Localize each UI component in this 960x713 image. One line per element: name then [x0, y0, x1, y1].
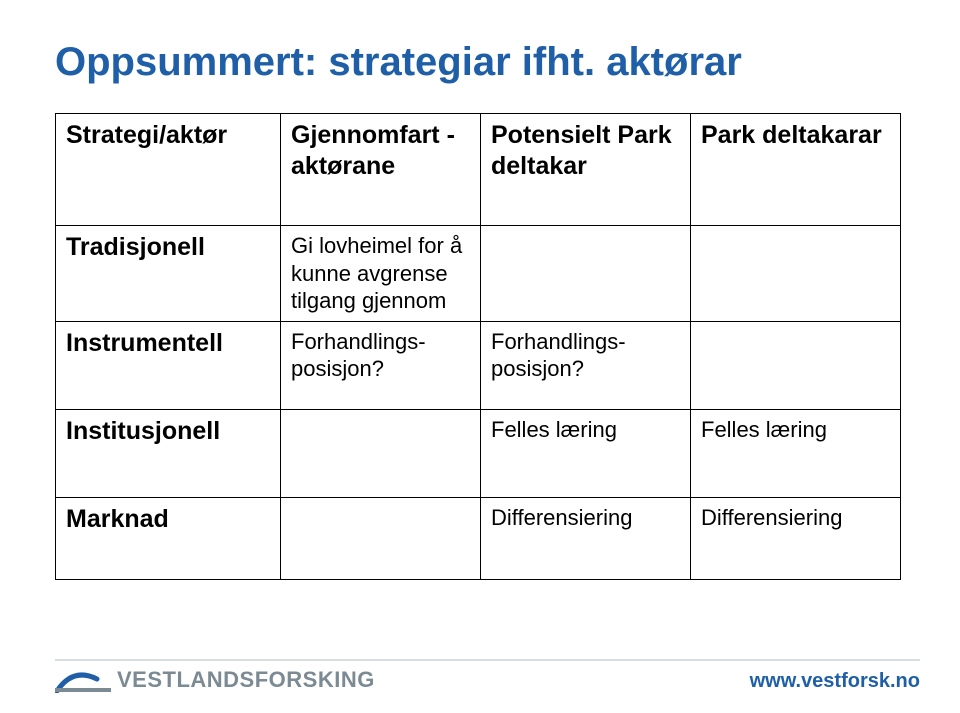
- table-header-row: Strategi/aktør Gjennomfart - aktørane Po…: [56, 114, 901, 226]
- logo: VESTLANDSFORSKING: [55, 667, 375, 693]
- cell: [281, 409, 481, 497]
- table-row: Instrumentell Forhandlings-posisjon? For…: [56, 321, 901, 409]
- table-row: Tradisjonell Gi lovheimel for å kunne av…: [56, 226, 901, 322]
- cell: [691, 226, 901, 322]
- table-row: Marknad Differensiering Differensiering: [56, 497, 901, 579]
- cell: Differensiering: [691, 497, 901, 579]
- col-header-0: Strategi/aktør: [56, 114, 281, 226]
- cell: Felles læring: [691, 409, 901, 497]
- col-header-1: Gjennomfart - aktørane: [281, 114, 481, 226]
- strategy-table: Strategi/aktør Gjennomfart - aktørane Po…: [55, 113, 901, 580]
- row-label: Instrumentell: [56, 321, 281, 409]
- footer-url: www.vestforsk.no: [750, 670, 920, 693]
- cell: [481, 226, 691, 322]
- row-label: Marknad: [56, 497, 281, 579]
- cell: Gi lovheimel for å kunne avgrense tilgan…: [281, 226, 481, 322]
- col-header-2: Potensielt Park deltakar: [481, 114, 691, 226]
- page-title: Oppsummert: strategiar ifht. aktørar: [55, 40, 905, 85]
- col-header-3: Park deltakarar: [691, 114, 901, 226]
- table-row: Institusjonell Felles læring Felles læri…: [56, 409, 901, 497]
- logo-icon: [55, 671, 111, 693]
- cell: [691, 321, 901, 409]
- row-label: Tradisjonell: [56, 226, 281, 322]
- logo-text: VESTLANDSFORSKING: [117, 667, 375, 693]
- cell: Forhandlings-posisjon?: [481, 321, 691, 409]
- cell: Forhandlings-posisjon?: [281, 321, 481, 409]
- slide: Oppsummert: strategiar ifht. aktørar Str…: [0, 0, 960, 713]
- footer: VESTLANDSFORSKING www.vestforsk.no: [55, 667, 920, 693]
- cell: Felles læring: [481, 409, 691, 497]
- footer-rule: [55, 659, 920, 661]
- row-label: Institusjonell: [56, 409, 281, 497]
- cell: [281, 497, 481, 579]
- cell: Differensiering: [481, 497, 691, 579]
